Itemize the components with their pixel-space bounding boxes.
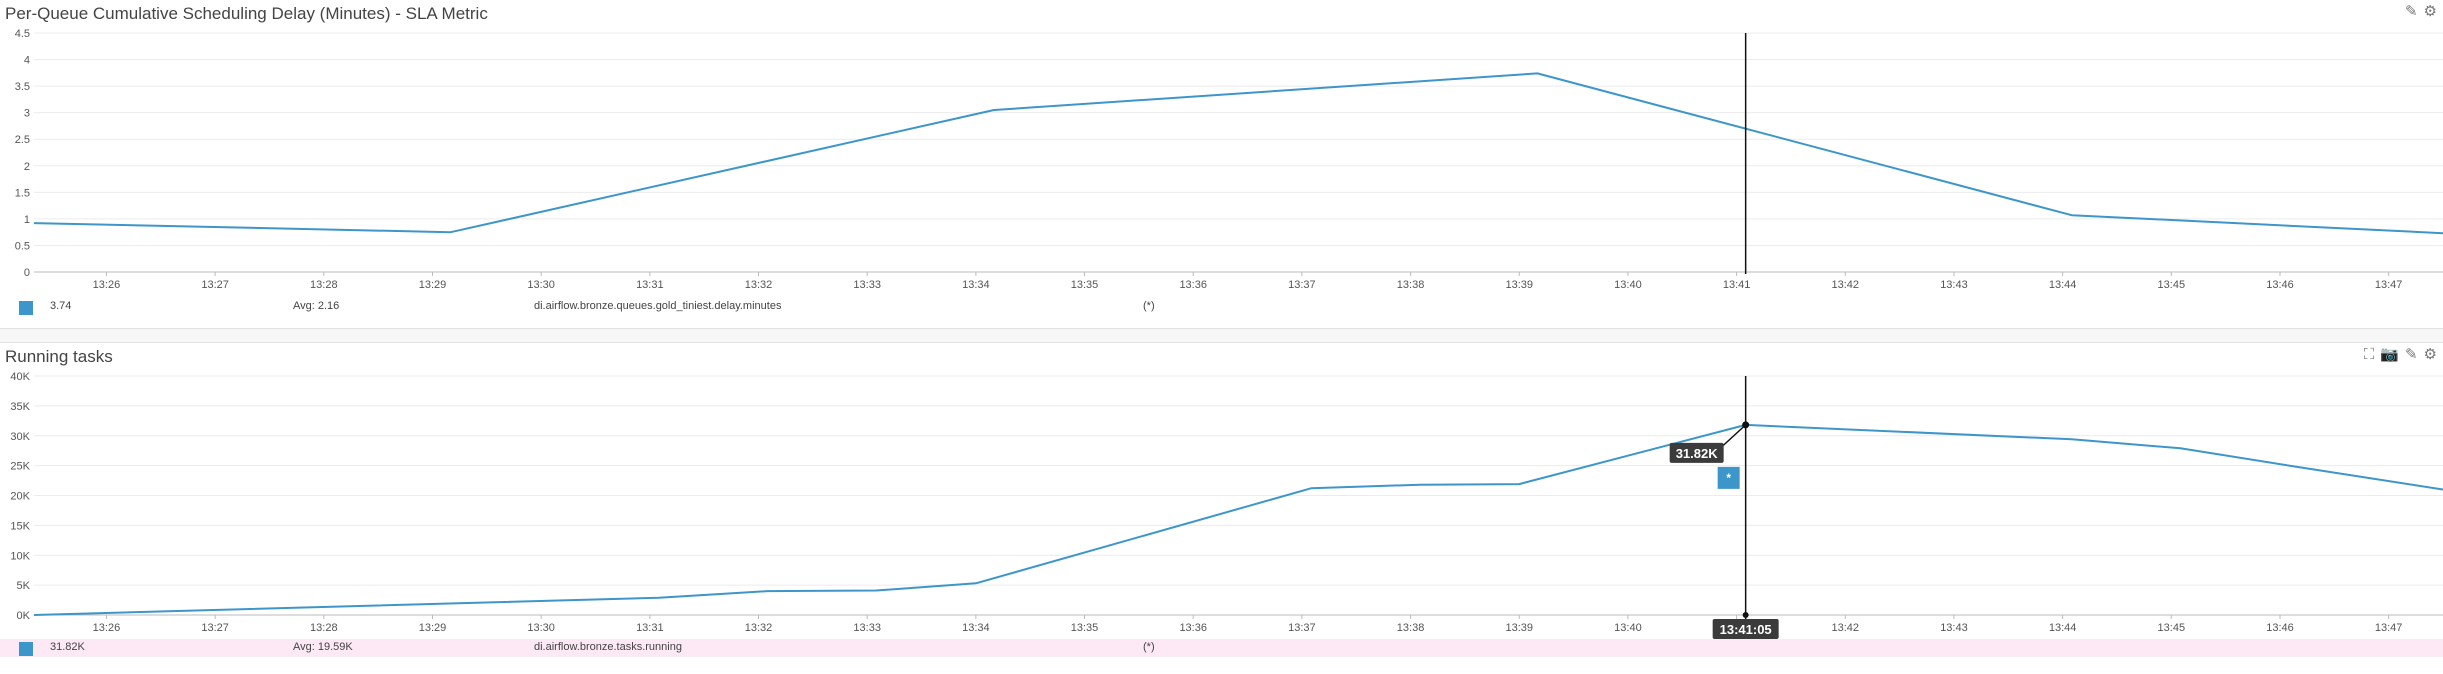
x-tick-label: 13:45 <box>2158 279 2186 291</box>
x-tick-label: 13:40 <box>1614 279 1642 291</box>
panel-title: Running tasks <box>5 347 113 366</box>
x-tick-label: 13:44 <box>2049 279 2077 291</box>
pencil-icon[interactable]: ✎ <box>2404 346 2418 363</box>
legend-value: 31.82K <box>50 641 85 653</box>
x-tick-label: 13:33 <box>853 279 881 291</box>
x-tick-label: 13:36 <box>1179 622 1207 634</box>
y-tick-label: 15K <box>10 520 30 532</box>
legend-metric: di.airflow.bronze.queues.gold_tiniest.de… <box>534 300 782 312</box>
y-tick-label: 20K <box>10 491 30 503</box>
tooltip-value: 31.82K <box>1676 446 1719 461</box>
tooltip-marker-label: * <box>1726 471 1731 485</box>
x-tick-label: 13:40 <box>1614 622 1642 634</box>
legend-scope: (*) <box>1143 641 1155 653</box>
x-tick-label: 13:47 <box>2375 279 2403 291</box>
x-tick-label: 13:26 <box>93 622 121 634</box>
y-tick-label: 2.5 <box>15 134 30 146</box>
x-tick-label: 13:34 <box>962 279 990 291</box>
y-tick-label: 1.5 <box>15 187 30 199</box>
legend-scope: (*) <box>1143 300 1155 312</box>
x-tick-label: 13:38 <box>1397 622 1425 634</box>
x-tick-label: 13:28 <box>310 622 338 634</box>
panel-toolbar: ⛶ 📷 ✎ ⚙ <box>2364 346 2437 364</box>
x-tick-label: 13:27 <box>201 622 229 634</box>
y-tick-label: 3 <box>24 108 30 120</box>
y-tick-label: 4 <box>24 55 30 67</box>
cursor-anchor <box>1742 612 1749 618</box>
tooltip-time: 13:41:05 <box>1720 622 1772 637</box>
tooltip-value-box <box>1669 442 1724 463</box>
camera-icon[interactable]: 📷 <box>2380 346 2399 363</box>
x-tick-label: 13:34 <box>962 622 990 634</box>
delay-panel: Per-Queue Cumulative Scheduling Delay (M… <box>0 0 2443 329</box>
x-tick-label: 13:45 <box>2158 622 2186 634</box>
y-tick-label: 40K <box>10 371 30 383</box>
legend-avg: Avg: 19.59K <box>293 641 353 653</box>
gear-icon[interactable]: ⚙ <box>2423 3 2437 20</box>
y-tick-label: 0K <box>17 610 31 622</box>
x-tick-label: 13:31 <box>636 622 664 634</box>
x-tick-label: 13:35 <box>1071 279 1099 291</box>
x-tick-label: 13:28 <box>310 279 338 291</box>
x-tick-label: 13:38 <box>1397 279 1425 291</box>
x-tick-label: 13:35 <box>1071 622 1099 634</box>
x-tick-label: 13:29 <box>419 279 447 291</box>
x-tick-label: 13:32 <box>745 622 773 634</box>
x-tick-label: 13:26 <box>93 279 121 291</box>
x-tick-label: 13:41 <box>1723 279 1751 291</box>
y-tick-label: 3.5 <box>15 81 30 93</box>
tooltip-time-box <box>1712 619 1779 639</box>
x-tick-label: 13:47 <box>2375 622 2403 634</box>
series-line <box>33 423 2443 616</box>
legend-row[interactable]: 31.82K Avg: 19.59K di.airflow.bronze.tas… <box>0 639 2443 657</box>
x-tick-label: 13:44 <box>2049 622 2077 634</box>
x-tick-label: 13:32 <box>745 279 773 291</box>
y-tick-label: 10K <box>10 550 30 562</box>
y-tick-label: 2 <box>24 161 30 173</box>
y-tick-label: 5K <box>17 580 31 592</box>
y-tick-label: 35K <box>10 401 30 413</box>
series-line <box>33 72 2443 235</box>
panel-title: Per-Queue Cumulative Scheduling Delay (M… <box>5 4 488 23</box>
running-tasks-chart[interactable]: 0K 5K 10K 15K 20K 25K 30K 35K 40K 13:26 13:27 13:28… <box>0 343 2443 643</box>
legend-swatch <box>19 301 33 315</box>
y-tick-label: 1 <box>24 214 30 226</box>
expand-icon[interactable]: ⛶ <box>2363 346 2375 363</box>
y-tick-label: 25K <box>10 461 30 473</box>
legend-avg: Avg: 2.16 <box>293 300 340 312</box>
x-tick-label: 13:33 <box>853 622 881 634</box>
gear-icon[interactable]: ⚙ <box>2423 346 2437 363</box>
x-tick-label: 13:46 <box>2266 279 2294 291</box>
x-tick-label: 13:39 <box>1505 279 1533 291</box>
x-tick-label: 13:42 <box>1832 279 1860 291</box>
legend-swatch <box>19 642 33 656</box>
x-tick-label: 13:39 <box>1505 622 1533 634</box>
delay-chart[interactable]: 0 0.5 1 1.5 2 2.5 3 3.5 4 4.5 13:26 13:27 13:28 13:29… <box>0 0 2443 300</box>
x-tick-label: 13:30 <box>527 622 555 634</box>
x-tick-label: 13:43 <box>1940 279 1968 291</box>
x-tick-label: 13:46 <box>2266 622 2294 634</box>
x-tick-label: 13:29 <box>419 622 447 634</box>
x-tick-label: 13:43 <box>1940 622 1968 634</box>
pencil-icon[interactable]: ✎ <box>2404 3 2418 20</box>
tooltip-series-marker <box>1717 466 1740 489</box>
legend-value: 3.74 <box>50 300 72 312</box>
tooltip-connector <box>1721 424 1747 448</box>
y-tick-label: 0.5 <box>15 240 30 252</box>
x-tick-label: 13:36 <box>1179 279 1207 291</box>
x-tick-label: 13:31 <box>636 279 664 291</box>
x-tick-label: 13:42 <box>1832 622 1860 634</box>
y-tick-label: 30K <box>10 431 30 443</box>
running-tasks-panel: Running tasks ⛶ 📷 ✎ ⚙ 0K 5K 10K 15K 20K 25K 30… <box>0 342 2443 674</box>
x-tick-label: 13:37 <box>1288 622 1316 634</box>
x-tick-label: 13:30 <box>527 279 555 291</box>
legend-row[interactable]: 3.74 Avg: 2.16 di.airflow.bronze.queues.… <box>0 298 2443 316</box>
legend-metric: di.airflow.bronze.tasks.running <box>534 641 682 653</box>
y-tick-label: 0 <box>24 267 30 279</box>
x-tick-label: 13:27 <box>201 279 229 291</box>
x-tick-label: 13:37 <box>1288 279 1316 291</box>
y-tick-label: 4.5 <box>15 28 30 40</box>
panel-toolbar: ✎ ⚙ <box>2405 3 2437 21</box>
